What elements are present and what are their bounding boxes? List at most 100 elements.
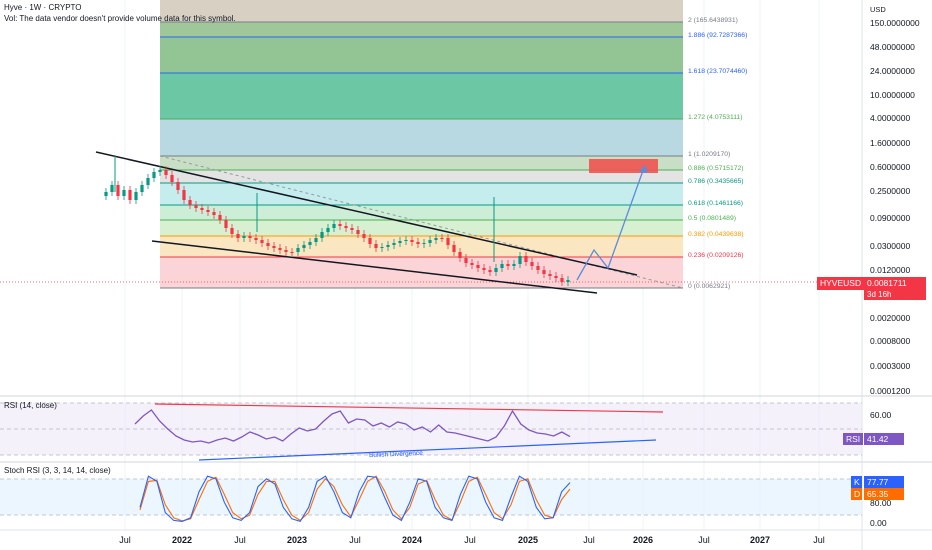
- candle-body: [194, 205, 198, 208]
- candle-body: [506, 264, 510, 266]
- price-tick-label: 0.0900000: [870, 213, 911, 223]
- candle-body: [284, 250, 288, 252]
- currency-unit[interactable]: USD: [870, 5, 886, 14]
- fib-zone-0382: [160, 220, 683, 236]
- candle-body: [338, 224, 342, 226]
- candle-body: [212, 212, 216, 215]
- candle-body: [524, 256, 528, 262]
- candle-body: [146, 178, 150, 185]
- candle-body: [476, 265, 480, 268]
- candle-body: [122, 190, 126, 196]
- target-zone-box[interactable]: [589, 159, 658, 173]
- candle-body: [116, 185, 120, 196]
- price-candles: [104, 156, 570, 286]
- candle-body: [488, 270, 492, 272]
- candle-body: [236, 234, 240, 238]
- price-tick-label: 0.0020000: [870, 313, 911, 323]
- candle-body: [452, 245, 456, 252]
- candle-body: [536, 266, 540, 270]
- price-tick-label: 0.6000000: [870, 162, 911, 172]
- price-tick-label: 24.0000000: [870, 66, 915, 76]
- stoch-k-name-badge: K: [851, 476, 862, 488]
- rsi-value-badge: 41.42: [864, 433, 904, 445]
- candle-body: [224, 220, 228, 228]
- time-tick-label: Jul: [349, 535, 361, 545]
- fib-zone-05: [160, 205, 683, 220]
- wedge-upper-trendline[interactable]: [95, 151, 638, 276]
- price-tick-label: 0.0120000: [870, 265, 911, 275]
- fib-zone-0618: [160, 183, 683, 205]
- candle-body: [530, 262, 534, 266]
- candle-body: [152, 172, 156, 178]
- time-tick-label: Jul: [234, 535, 246, 545]
- fib-zone-0236: [160, 236, 683, 257]
- candle-body: [428, 240, 432, 243]
- candle-body: [110, 185, 114, 192]
- projection-path[interactable]: [576, 164, 648, 281]
- chart-title[interactable]: Hyve · 1W · CRYPTO: [4, 3, 82, 12]
- price-tick-label: 1.6000000: [870, 138, 911, 148]
- candle-body: [248, 236, 252, 238]
- candle-body: [464, 258, 468, 263]
- candle-body: [242, 236, 246, 238]
- rsi-pane[interactable]: [0, 402, 862, 461]
- fib-level-label: 1.886 (92.7287366): [688, 32, 748, 39]
- candle-body: [188, 200, 192, 205]
- candle-body: [302, 245, 306, 248]
- candle-body: [272, 246, 276, 248]
- rsi-line: [134, 409, 571, 444]
- stoch-rsi-pane[interactable]: [0, 475, 862, 523]
- candle-body: [374, 244, 378, 248]
- stoch-d-value-badge: 65.35: [864, 488, 904, 500]
- candle-body: [290, 252, 294, 253]
- fib-zone-1886: [160, 22, 683, 37]
- stoch-indicator-label[interactable]: Stoch RSI (3, 3, 14, 14, close): [4, 466, 111, 475]
- stoch-k-value-badge: 77.77: [864, 476, 904, 488]
- time-tick-label: 2026: [632, 535, 654, 545]
- candle-body: [266, 243, 270, 246]
- candle-body: [368, 238, 372, 244]
- price-tick-label: 0.0008000: [870, 336, 911, 346]
- fib-level-label: 0.382 (0.0439638): [688, 231, 744, 238]
- time-tick-label: Jul: [464, 535, 476, 545]
- candle-body: [134, 192, 138, 200]
- time-tick-label: 2022: [171, 535, 193, 545]
- candle-body: [326, 228, 330, 232]
- rsi-resistance-line[interactable]: [154, 403, 664, 413]
- rsi-name-badge: RSI: [843, 433, 864, 445]
- rsi-divergence-line[interactable]: [198, 439, 657, 461]
- candle-body: [254, 238, 258, 240]
- time-tick-label: Jul: [583, 535, 595, 545]
- candle-body: [560, 278, 564, 282]
- candle-body: [182, 190, 186, 200]
- candle-body: [218, 215, 222, 220]
- candle-body: [404, 240, 408, 241]
- rsi-indicator-label[interactable]: RSI (14, close): [4, 401, 57, 410]
- symbol-badge[interactable]: HYVEUSD: [817, 277, 865, 290]
- candle-body: [440, 238, 444, 239]
- stoch-band: [0, 479, 862, 515]
- candle-body: [350, 228, 354, 230]
- price-tick-label: 0.0003000: [870, 361, 911, 371]
- rsi-tick-60: 60.00: [870, 410, 892, 420]
- candle-body: [422, 243, 426, 244]
- time-tick-label: 2025: [517, 535, 539, 545]
- stoch-d-line: [139, 475, 571, 522]
- fib-level-label: 0.886 (0.5715172): [688, 165, 744, 172]
- fib-level-label: 0.786 (0.3435665): [688, 178, 744, 185]
- candle-body: [128, 190, 132, 200]
- candle-body: [320, 232, 324, 238]
- fib-level-label: 1.618 (23.7074460): [688, 68, 748, 75]
- stoch-tick-0: 0.00: [870, 518, 887, 528]
- fib-zone-1618: [160, 37, 683, 73]
- wedge-lower-trendline[interactable]: [151, 240, 598, 294]
- time-tick-label: 2027: [749, 535, 771, 545]
- candle-body: [446, 238, 450, 245]
- fib-zone-1: [160, 119, 683, 156]
- time-tick-label: 2023: [286, 535, 308, 545]
- time-tick-label: Jul: [698, 535, 710, 545]
- fibonacci-extension[interactable]: [159, 0, 684, 289]
- candle-body: [332, 224, 336, 228]
- fib-zone-2: [160, 0, 683, 22]
